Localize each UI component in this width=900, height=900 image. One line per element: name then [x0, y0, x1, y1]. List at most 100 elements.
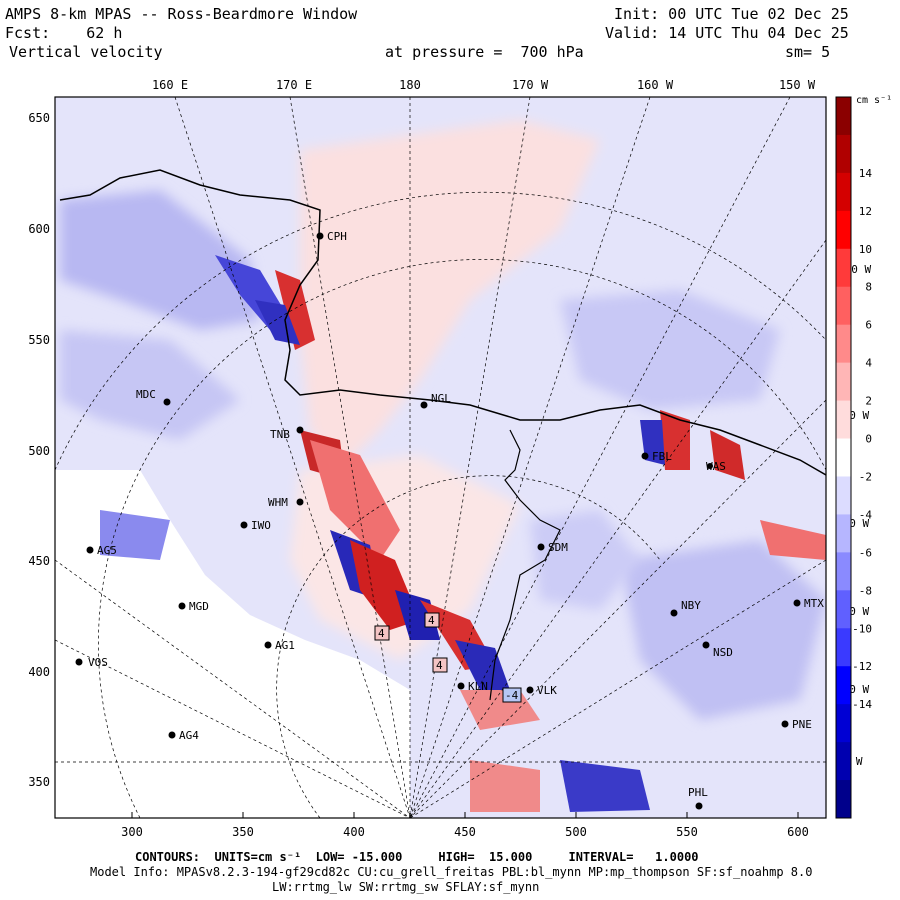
colorbar-unit: cm s⁻¹ — [856, 95, 892, 106]
station-ag1: AG1 — [264, 639, 295, 652]
y-tick-label: 650 — [28, 111, 50, 125]
colorbar-swatch — [836, 210, 851, 250]
station-was: WAS — [706, 460, 726, 473]
svg-text:PNE: PNE — [792, 718, 812, 731]
colorbar-swatch — [836, 628, 851, 667]
colorbar-tick-label: -14 — [852, 698, 872, 711]
variable-name: Vertical velocity — [9, 43, 163, 61]
station-ngl: NGL — [420, 392, 451, 409]
x-tick-label: 550 — [676, 825, 698, 839]
y-tick-label: 500 — [28, 444, 50, 458]
svg-text:170 E: 170 E — [276, 78, 312, 92]
ice-shelf-front — [489, 429, 561, 701]
colorbar-tick-label: 0 — [865, 433, 872, 446]
svg-text:WHM: WHM — [268, 496, 288, 509]
coastline — [59, 169, 826, 476]
colorbar-tick-label: 4 — [865, 357, 872, 370]
colorbar-swatch — [836, 666, 851, 705]
x-tick-label: 350 — [232, 825, 254, 839]
y-tick-label: 350 — [28, 775, 50, 789]
svg-text:160 W: 160 W — [637, 78, 674, 92]
colorbar-tick-label: -12 — [852, 660, 872, 673]
colorbar-swatch — [836, 552, 851, 591]
station-nby: NBY — [670, 599, 701, 617]
station-pne: PNE — [781, 718, 812, 731]
colorbar-swatch — [836, 248, 851, 288]
colorbar-swatch — [836, 476, 851, 515]
y-tick-label: 550 — [28, 333, 50, 347]
colorbar-tick-label: 8 — [865, 281, 872, 294]
colorbar-tick-label: -10 — [852, 622, 872, 635]
station-vos: VOS — [75, 656, 108, 669]
colorbar-tick-label: 14 — [859, 167, 873, 180]
colorbar-tick-label: -6 — [859, 546, 872, 559]
station-mgd: MGD — [178, 600, 209, 613]
colorbar-swatch — [836, 780, 851, 819]
svg-text:VLK: VLK — [537, 684, 557, 697]
model-info: Model Info: MPASv8.2.3-194-gf29cd82c CU:… — [90, 865, 813, 879]
stations: CPH NGL MDC TNB WHM IWO AG5 MGD AG1 VOS … — [75, 230, 824, 810]
plot-title: AMPS 8-km MPAS -- Ross-Beardmore Window — [5, 5, 358, 23]
x-tick-label: 400 — [343, 825, 365, 839]
svg-text:PHL: PHL — [688, 786, 708, 799]
contour-label-box: 4 — [424, 612, 440, 628]
svg-text:4: 4 — [428, 614, 435, 627]
svg-text:160 E: 160 E — [152, 78, 188, 92]
svg-text:AG5: AG5 — [97, 544, 117, 557]
map-frame — [54, 96, 827, 819]
svg-text:MTX: MTX — [804, 597, 824, 610]
svg-text:NSD: NSD — [713, 646, 733, 659]
map-panel — [55, 97, 826, 818]
svg-text:4: 4 — [378, 627, 385, 640]
colorbar-tick-label: 12 — [859, 205, 872, 218]
svg-text:180: 180 — [399, 78, 421, 92]
station-mdc: MDC — [136, 388, 171, 406]
negative-patch-east — [560, 290, 780, 410]
station-vlk: VLK — [526, 684, 557, 697]
station-ag5: AG5 — [86, 544, 117, 557]
negative-patch-west — [60, 190, 260, 330]
svg-text:4: 4 — [436, 659, 443, 672]
colorbar — [835, 96, 852, 819]
contour-label-box: 4 — [432, 657, 448, 673]
colorbar-swatch — [836, 590, 851, 629]
colorbar-swatch — [836, 324, 851, 364]
longitude-labels-top: 160 E 170 E 180 170 W 160 W 150 W — [152, 78, 816, 92]
pressure-level: at pressure = 700 hPa — [385, 43, 584, 61]
svg-text:TNB: TNB — [270, 428, 290, 441]
colorbar-tick-label: -4 — [859, 508, 873, 521]
station-whm: WHM — [268, 496, 304, 509]
graticule — [55, 97, 826, 818]
colorbar-tick-label: 2 — [865, 395, 872, 408]
colorbar-swatch — [836, 286, 851, 326]
colorbar-tick-label: -2 — [859, 470, 872, 483]
forecast-hour: Fcst: 62 h — [5, 24, 122, 42]
y-tick-label: 400 — [28, 665, 50, 679]
svg-text:KLN: KLN — [468, 680, 488, 693]
svg-text:AG1: AG1 — [275, 639, 295, 652]
y-axis: 350 400 450 500 550 600 650 — [28, 111, 50, 789]
station-sdm: SDM — [537, 541, 568, 554]
colorbar-tick-label: 10 — [859, 243, 872, 256]
model-info-physics: LW:rrtmg_lw SW:rrtmg_sw SFLAY:sf_mynn — [272, 880, 540, 894]
svg-text:-4: -4 — [505, 689, 519, 702]
svg-text:150 W: 150 W — [779, 78, 816, 92]
positive-region — [300, 120, 600, 470]
station-kln: KLN — [457, 680, 488, 693]
svg-text:FBL: FBL — [652, 450, 672, 463]
contour-box-labels: 4 4 4 -4 — [374, 612, 522, 703]
x-tick-label: 600 — [787, 825, 809, 839]
contour-label-box: -4 — [502, 687, 522, 703]
colorbar-swatch — [836, 172, 851, 212]
station-cph: CPH — [316, 230, 347, 243]
negative-patch-sw — [60, 330, 240, 440]
negative-patch-southeast — [620, 540, 826, 720]
svg-text:CPH: CPH — [327, 230, 347, 243]
colorbar-swatch — [836, 438, 851, 477]
station-nsd: NSD — [702, 641, 733, 659]
colorbar-tick-label: -8 — [859, 584, 872, 597]
colorbar-swatch — [836, 742, 851, 781]
station-tnb: TNB — [270, 426, 304, 441]
contour-label-box: 4 — [374, 625, 390, 641]
station-phl: PHL — [688, 786, 708, 810]
